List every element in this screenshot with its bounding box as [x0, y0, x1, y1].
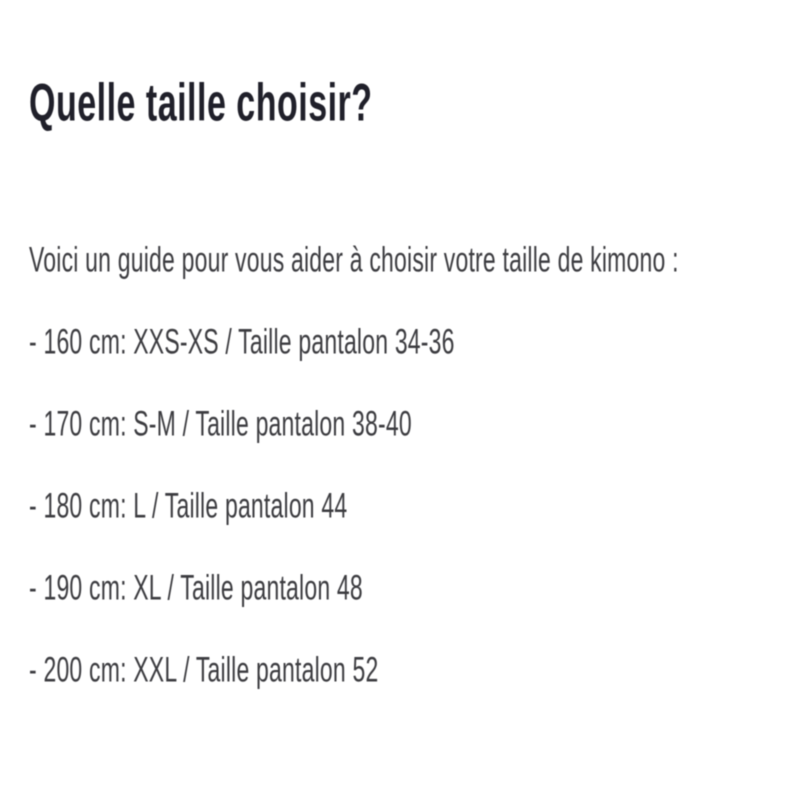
- intro-text: Voici un guide pour vous aider à choisir…: [29, 240, 679, 277]
- size-guide-item-text: - 160 cm: XXS-XS / Taille pantalon 34-36: [29, 320, 455, 362]
- size-guide-item: - 190 cm: XL / Taille pantalon 48: [29, 568, 363, 605]
- page-title-text: Quelle taille choisir?: [29, 73, 373, 133]
- size-guide-item-text: - 190 cm: XL / Taille pantalon 48: [29, 566, 363, 608]
- intro-text-content: Voici un guide pour vous aider à choisir…: [29, 238, 679, 280]
- page-title: Quelle taille choisir?: [29, 75, 373, 130]
- size-guide-item-text: - 200 cm: XXL / Taille pantalon 52: [29, 648, 379, 690]
- size-guide-item: - 170 cm: S-M / Taille pantalon 38-40: [29, 404, 412, 441]
- size-guide-item-text: - 170 cm: S-M / Taille pantalon 38-40: [29, 402, 412, 444]
- size-guide-item: - 180 cm: L / Taille pantalon 44: [29, 486, 347, 523]
- size-guide-item: - 200 cm: XXL / Taille pantalon 52: [29, 650, 378, 687]
- size-guide-item: - 160 cm: XXS-XS / Taille pantalon 34-36: [29, 322, 455, 359]
- size-guide-item-text: - 180 cm: L / Taille pantalon 44: [29, 484, 348, 526]
